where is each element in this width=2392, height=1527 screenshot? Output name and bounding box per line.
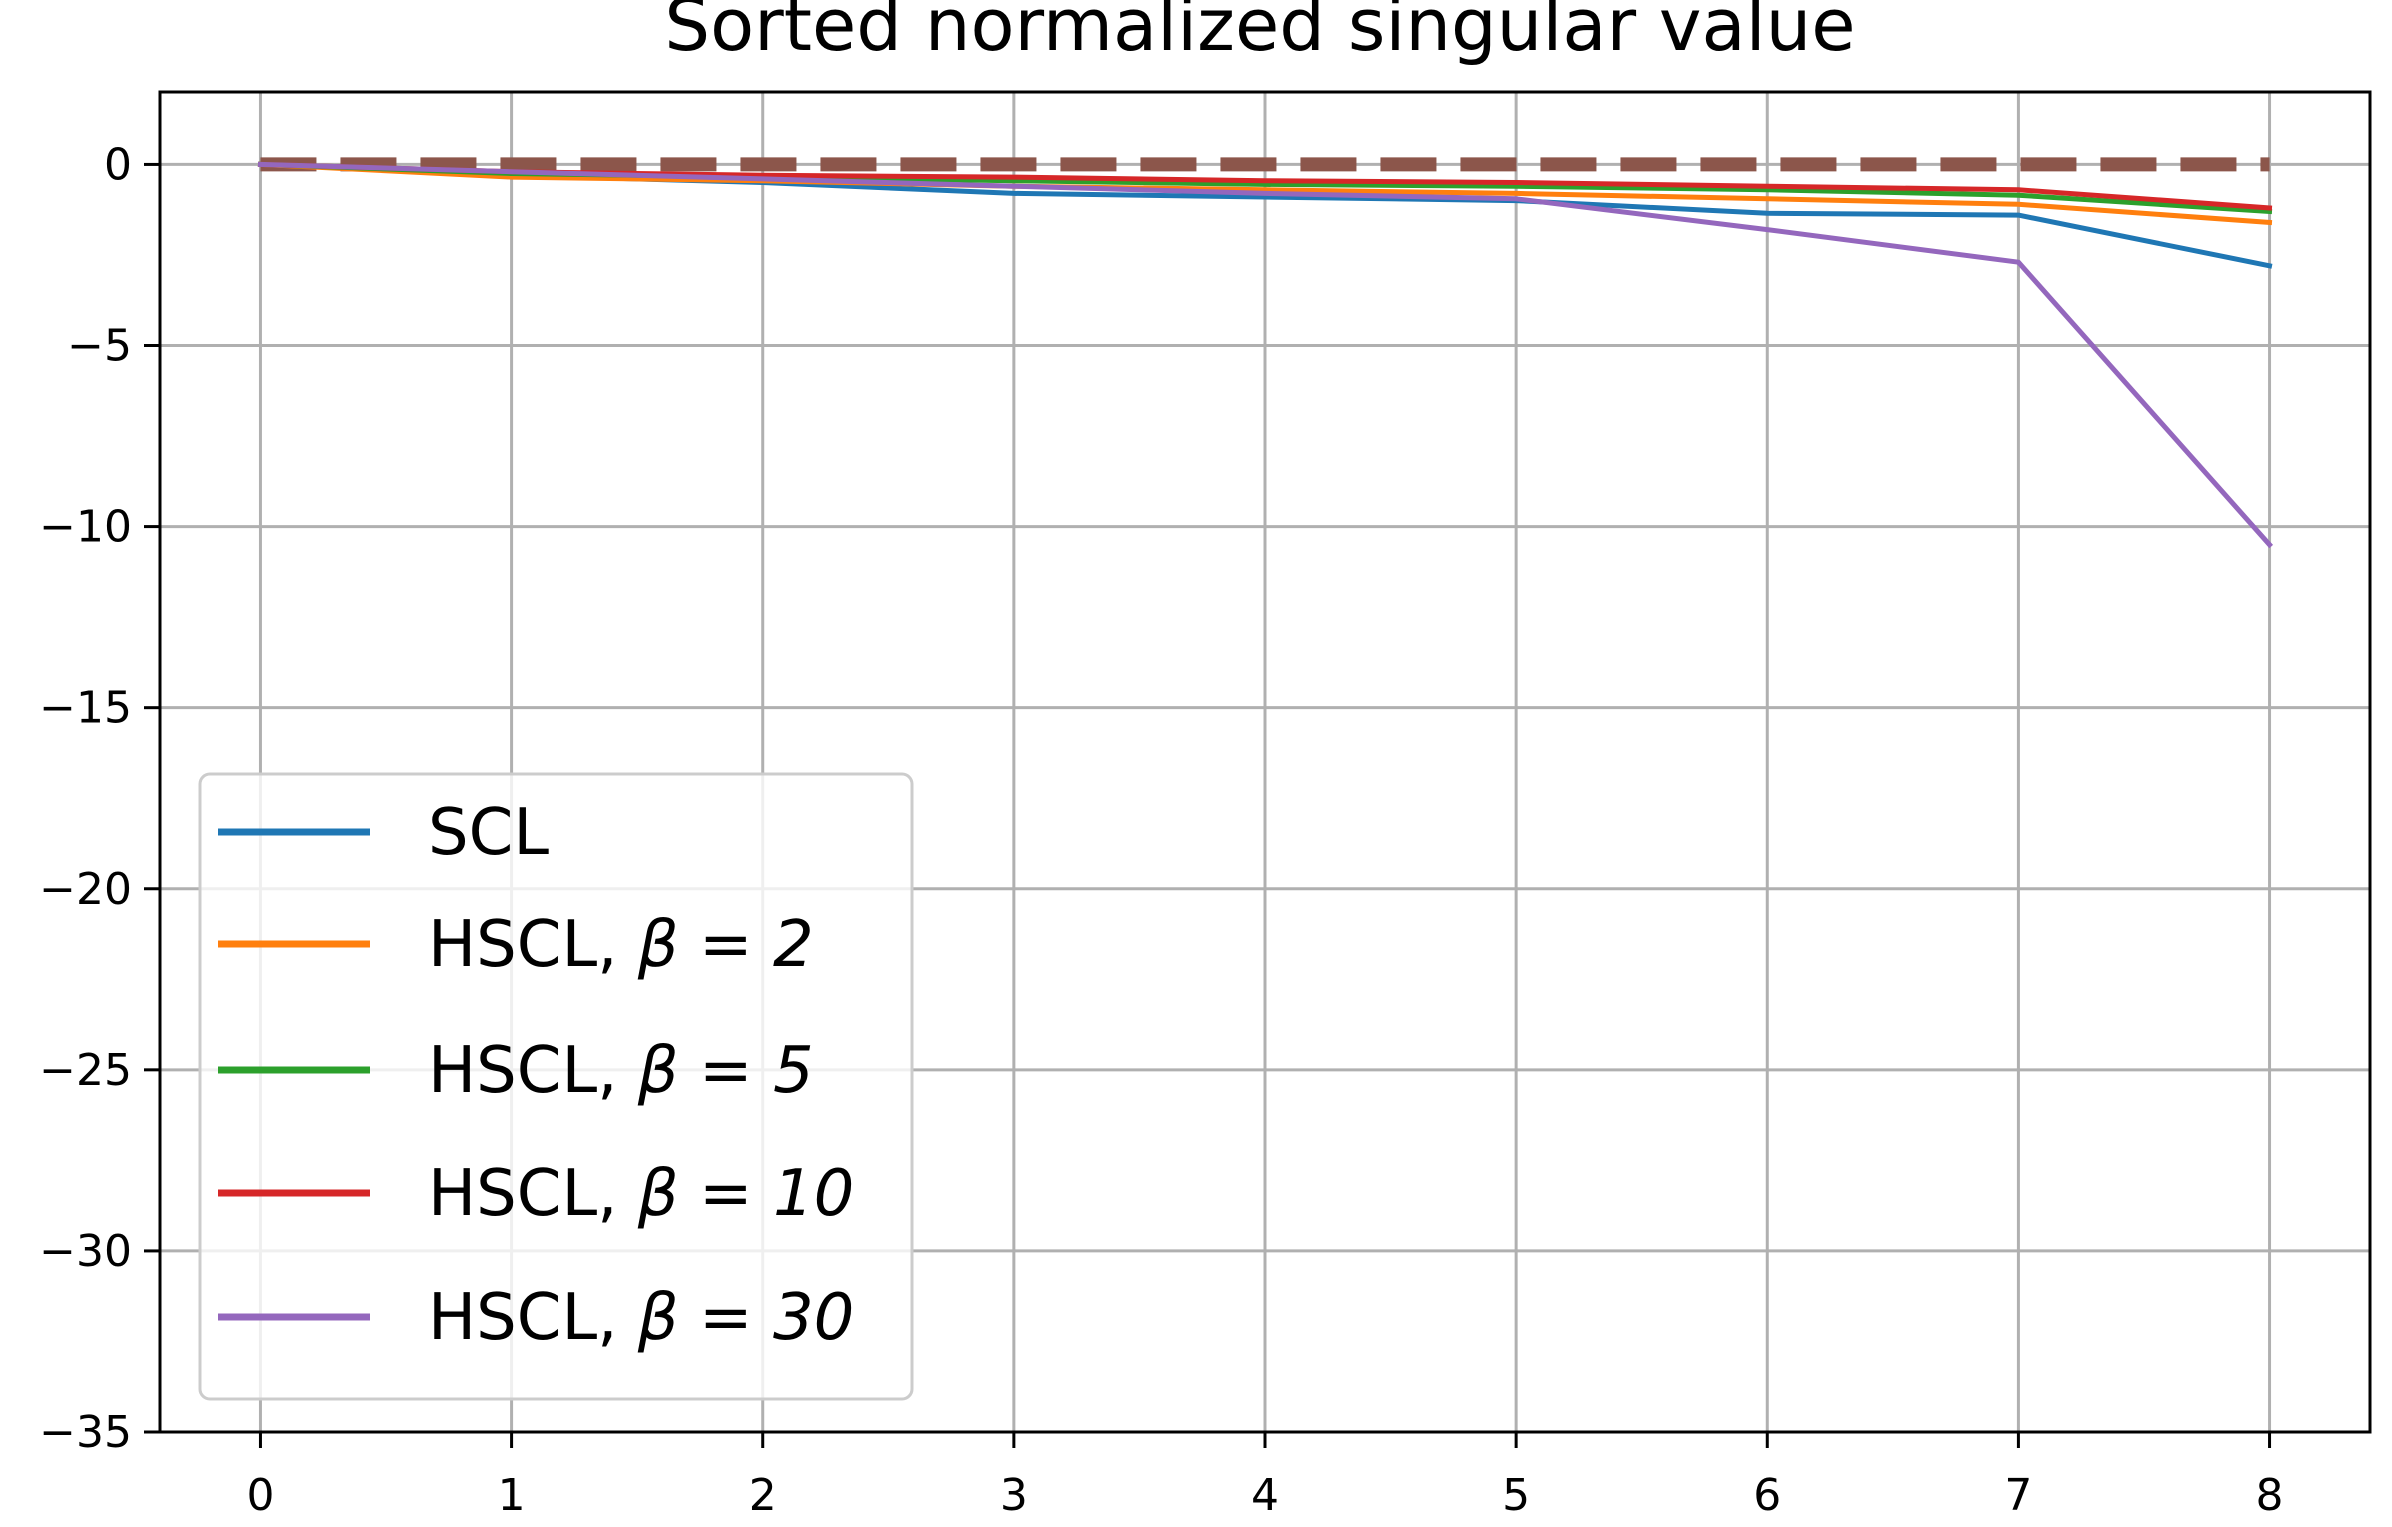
legend-label-prefix: SCL xyxy=(428,796,549,870)
y-tick-label: −25 xyxy=(39,1045,132,1096)
x-axis: 0 1 2 3 4 5 6 7 8 xyxy=(246,1432,2284,1521)
legend-label-math: β = 2 xyxy=(637,908,814,982)
x-tick-label: 6 xyxy=(1753,1470,1781,1521)
y-tick-label: −15 xyxy=(39,683,132,734)
legend-label-math: β = 10 xyxy=(637,1157,855,1231)
y-tick-label: 0 xyxy=(104,139,132,190)
legend-label-prefix: HSCL, xyxy=(428,1034,638,1108)
x-tick-label: 7 xyxy=(2004,1470,2032,1521)
y-tick-label: −10 xyxy=(39,502,132,553)
x-tick-label: 2 xyxy=(749,1470,777,1521)
x-tick-label: 3 xyxy=(1000,1470,1028,1521)
series-line-1 xyxy=(257,161,2273,226)
y-axis: 0 −5 −10 −15 −20 −25 −30 −35 xyxy=(39,139,160,1458)
legend-label-math: β = 5 xyxy=(637,1034,814,1108)
legend-label-prefix: HSCL, xyxy=(428,908,638,982)
y-tick-label: −35 xyxy=(39,1407,132,1458)
legend-label-2: HSCL, β = 5 xyxy=(428,1034,814,1108)
y-tick-label: −30 xyxy=(39,1226,132,1277)
legend-box xyxy=(198,772,914,1401)
y-tick-label: −5 xyxy=(67,321,132,372)
x-tick-label: 1 xyxy=(498,1470,526,1521)
x-tick-label: 8 xyxy=(2256,1470,2284,1521)
x-tick-label: 4 xyxy=(1251,1470,1279,1521)
chart-title: Sorted normalized singular value xyxy=(664,0,1855,67)
legend-label-0: SCL xyxy=(428,796,549,870)
legend-label-1: HSCL, β = 2 xyxy=(428,908,814,982)
series-layer xyxy=(257,161,2274,549)
legend-label-4: HSCL, β = 30 xyxy=(428,1281,854,1355)
y-tick-label: −20 xyxy=(39,864,132,915)
legend-label-prefix: HSCL, xyxy=(428,1281,638,1355)
x-tick-label: 5 xyxy=(1502,1470,1530,1521)
legend-label-prefix: HSCL, xyxy=(428,1157,638,1231)
legend-label-math: β = 30 xyxy=(637,1281,855,1355)
legend-label-3: HSCL, β = 10 xyxy=(428,1157,854,1231)
x-tick-label: 0 xyxy=(246,1470,274,1521)
series-line-4 xyxy=(257,161,2274,549)
